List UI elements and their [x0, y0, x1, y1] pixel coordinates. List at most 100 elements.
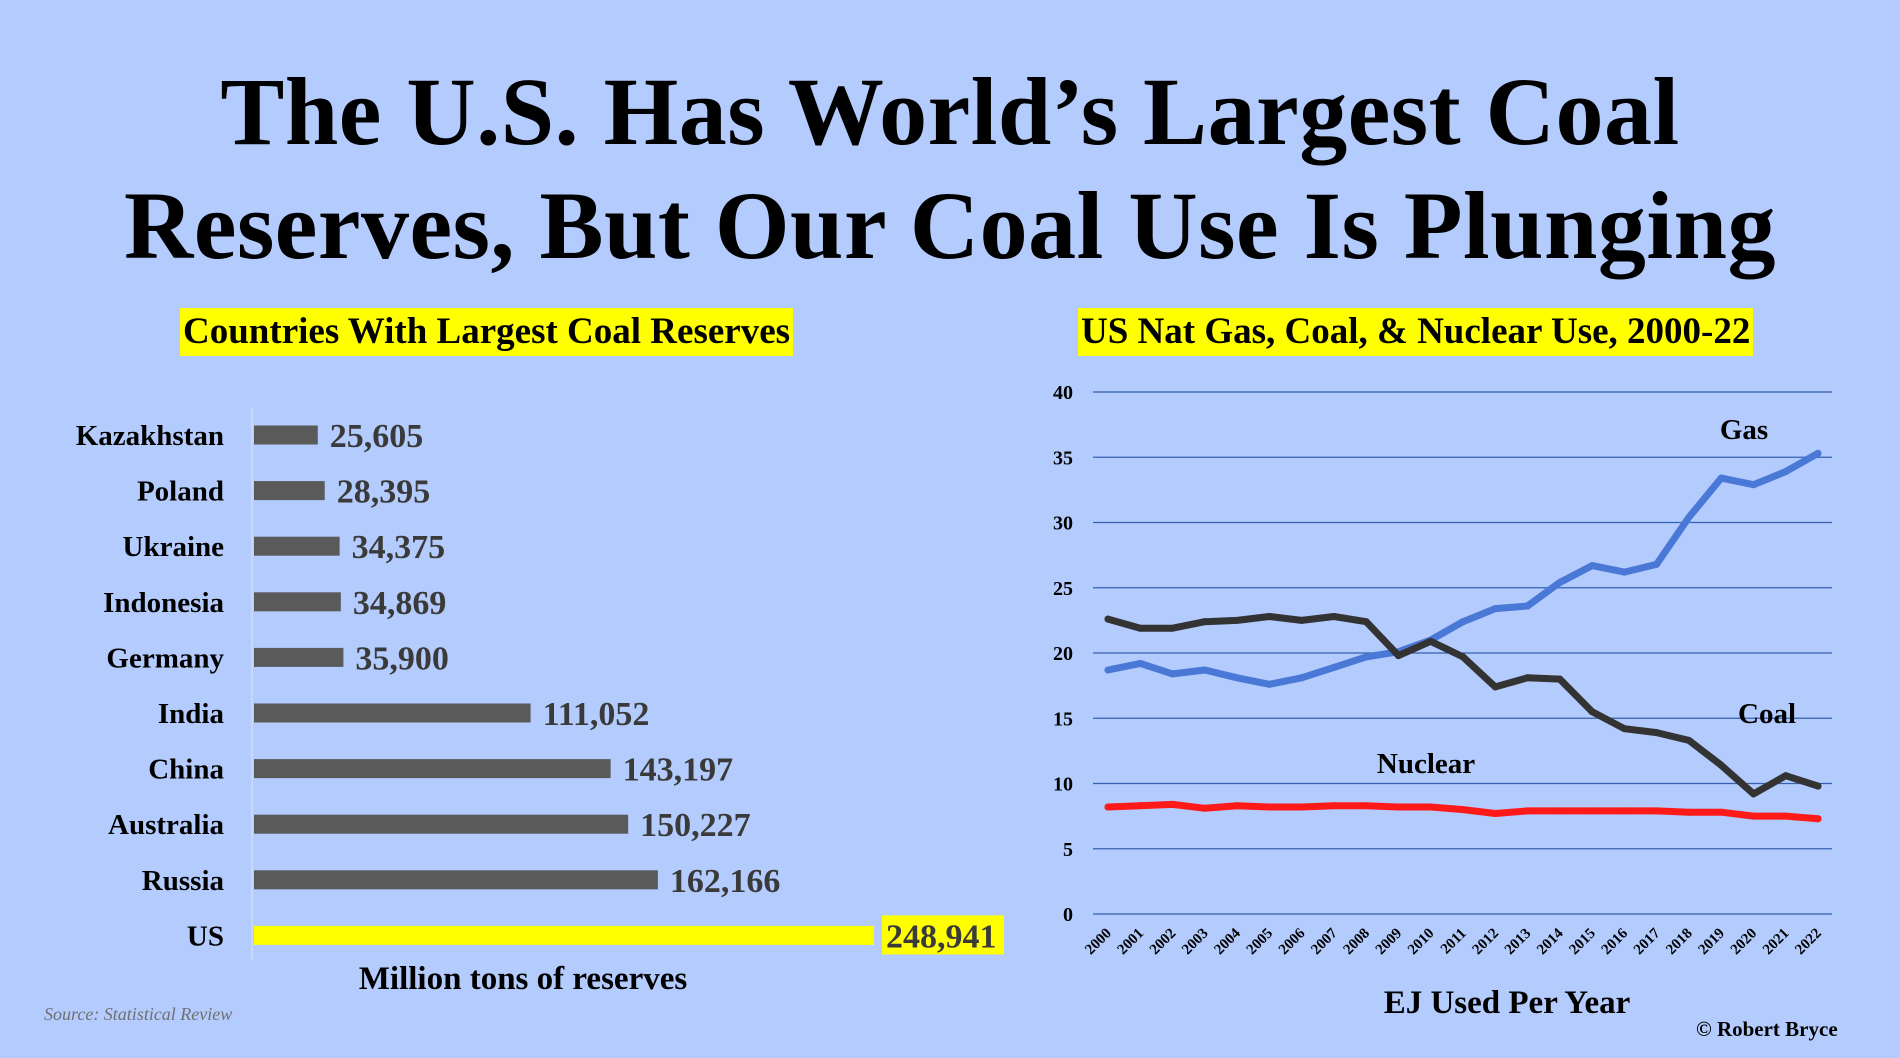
point-nuclear-2013 — [1524, 807, 1532, 815]
point-gas-2018 — [1685, 513, 1693, 521]
point-gas-2007 — [1330, 663, 1338, 671]
x-tick-2022: 2022 — [1792, 926, 1825, 959]
x-tick-2017: 2017 — [1631, 925, 1664, 958]
point-gas-2001 — [1136, 659, 1144, 667]
x-tick-2009: 2009 — [1373, 926, 1406, 959]
point-gas-2022 — [1814, 449, 1822, 457]
x-tick-2004: 2004 — [1211, 925, 1244, 958]
point-coal-2007 — [1330, 612, 1338, 620]
point-gas-2021 — [1782, 468, 1790, 476]
point-gas-2015 — [1588, 562, 1596, 570]
source-note: Source: Statistical Review — [44, 1004, 233, 1024]
category-label-indonesia: Indonesia — [103, 587, 224, 619]
coal-reserves-bar-chart: Kazakhstan 25,605 Poland 28,395 Ukraine 34,37… — [76, 408, 1004, 997]
point-nuclear-2004 — [1233, 802, 1241, 810]
series-label-nuclear: Nuclear — [1377, 748, 1475, 780]
point-gas-2006 — [1298, 674, 1306, 682]
x-tick-2012: 2012 — [1470, 926, 1503, 959]
x-tick-2005: 2005 — [1244, 926, 1277, 959]
y-tick-15: 15 — [1053, 708, 1073, 730]
value-highlight-us — [882, 915, 1004, 955]
point-gas-2019 — [1717, 474, 1725, 482]
point-coal-2006 — [1298, 616, 1306, 624]
category-label-australia: Australia — [108, 809, 225, 841]
point-coal-2021 — [1782, 772, 1790, 780]
bar-x-axis-title: Million tons of reserves — [359, 961, 688, 997]
x-tick-2019: 2019 — [1695, 926, 1728, 959]
point-gas-2020 — [1749, 481, 1757, 489]
bar-kazakhstan — [254, 425, 318, 445]
point-nuclear-2015 — [1588, 807, 1596, 815]
point-nuclear-2021 — [1782, 812, 1790, 820]
point-coal-2009 — [1394, 652, 1402, 660]
point-gas-2000 — [1104, 666, 1112, 674]
point-gas-2008 — [1362, 653, 1370, 661]
point-gas-2011 — [1459, 618, 1467, 626]
point-coal-2002 — [1169, 624, 1177, 632]
y-tick-10: 10 — [1053, 774, 1073, 796]
page-title-line-2: Reserves, But Our Coal Use Is Plunging — [124, 172, 1776, 279]
x-tick-2015: 2015 — [1566, 926, 1599, 959]
line-chart-title: US Nat Gas, Coal, & Nuclear Use, 2000-22 — [1078, 308, 1754, 356]
point-nuclear-2018 — [1685, 808, 1693, 816]
point-nuclear-2016 — [1620, 807, 1628, 815]
bar-germany — [254, 647, 344, 667]
point-nuclear-2010 — [1427, 803, 1435, 811]
bar-china — [254, 759, 611, 779]
point-nuclear-2002 — [1169, 800, 1177, 808]
category-label-china: China — [148, 754, 224, 786]
point-nuclear-2005 — [1265, 803, 1273, 811]
value-label-india: 111,052 — [543, 696, 650, 733]
x-tick-2007: 2007 — [1308, 925, 1341, 958]
point-gas-2002 — [1169, 670, 1177, 678]
value-label-russia: 162,166 — [670, 863, 781, 900]
point-gas-2004 — [1233, 674, 1241, 682]
point-coal-2004 — [1233, 616, 1241, 624]
category-label-germany: Germany — [106, 642, 224, 674]
x-tick-2016: 2016 — [1599, 925, 1632, 958]
point-nuclear-2008 — [1362, 802, 1370, 810]
x-tick-2002: 2002 — [1147, 926, 1180, 959]
value-label-germany: 35,900 — [355, 640, 449, 677]
x-tick-2006: 2006 — [1276, 925, 1309, 958]
point-coal-2010 — [1427, 637, 1435, 645]
series-line-gas — [1104, 449, 1822, 688]
copyright-notice: © Robert Bryce — [1696, 1017, 1838, 1041]
point-gas-2005 — [1265, 680, 1273, 688]
line-x-axis-title: EJ Used Per Year — [1384, 985, 1631, 1021]
y-tick-25: 25 — [1053, 578, 1073, 600]
series-label-gas: Gas — [1720, 414, 1768, 446]
point-coal-2000 — [1104, 615, 1112, 623]
point-nuclear-2000 — [1104, 803, 1112, 811]
page-title: The U.S. Has World’s Largest Coal Reserv… — [0, 55, 1900, 283]
bar-russia — [254, 870, 658, 890]
point-nuclear-2009 — [1394, 803, 1402, 811]
value-label-china: 143,197 — [623, 752, 734, 789]
point-coal-2018 — [1685, 736, 1693, 744]
point-coal-2013 — [1524, 674, 1532, 682]
y-tick-5: 5 — [1063, 839, 1073, 861]
category-label-kazakhstan: Kazakhstan — [76, 420, 224, 452]
x-tick-2011: 2011 — [1438, 926, 1470, 958]
y-tick-40: 40 — [1053, 382, 1073, 404]
series-label-coal: Coal — [1738, 698, 1796, 730]
category-label-india: India — [158, 698, 225, 730]
point-gas-2003 — [1201, 666, 1209, 674]
bar-india — [254, 703, 531, 723]
page-title-line-1: The U.S. Has World’s Largest Coal — [220, 58, 1680, 165]
category-label-us: US — [187, 920, 224, 952]
y-tick-20: 20 — [1053, 643, 1073, 665]
point-coal-2015 — [1588, 708, 1596, 716]
y-tick-35: 35 — [1053, 447, 1073, 469]
point-nuclear-2012 — [1491, 810, 1499, 818]
point-coal-2008 — [1362, 618, 1370, 626]
value-label-kazakhstan: 25,605 — [330, 418, 424, 455]
point-coal-2012 — [1491, 683, 1499, 691]
x-tick-2003: 2003 — [1179, 926, 1212, 959]
x-tick-2008: 2008 — [1340, 926, 1373, 959]
x-tick-2018: 2018 — [1663, 926, 1696, 959]
x-tick-2013: 2013 — [1502, 926, 1535, 959]
energy-use-line-chart: 0 5 10 15 20 25 30 35 40 2000 2001 2002 2003 2004 2005… — [1053, 382, 1832, 1021]
point-nuclear-2022 — [1814, 815, 1822, 823]
value-label-ukraine: 34,375 — [352, 529, 446, 566]
